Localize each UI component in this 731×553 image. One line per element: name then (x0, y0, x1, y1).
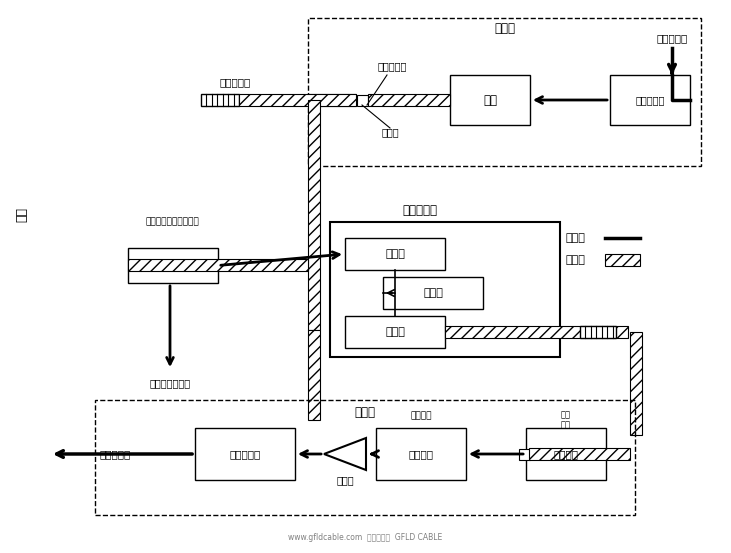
Text: 光检
测器: 光检 测器 (561, 410, 571, 430)
Text: 电再生: 电再生 (423, 288, 443, 298)
Text: 光信号: 光信号 (565, 255, 585, 265)
Bar (518, 448, 529, 460)
Bar (526, 428, 606, 480)
Text: 光检测器: 光检测器 (410, 411, 432, 420)
Text: 光纤连接盒: 光纤连接盒 (219, 77, 251, 87)
Text: 光检测: 光检测 (385, 249, 405, 259)
Bar (330, 222, 560, 357)
Text: 再生中继器: 再生中继器 (403, 204, 437, 217)
Text: 电信号: 电信号 (565, 233, 585, 243)
Bar (529, 448, 630, 460)
Bar (95, 400, 635, 515)
Text: 收端机: 收端机 (355, 405, 376, 419)
Polygon shape (324, 438, 366, 470)
Bar (128, 248, 218, 283)
Bar (630, 332, 642, 435)
Text: 障碍物检测备份: 障碍物检测备份 (149, 378, 191, 388)
Text: 放大器: 放大器 (336, 475, 354, 485)
Text: 光耦合器: 光耦合器 (409, 449, 433, 459)
Bar (580, 326, 616, 338)
Text: 光源: 光源 (483, 93, 497, 107)
Bar (308, 94, 356, 106)
Bar (383, 277, 483, 309)
Bar (128, 259, 308, 271)
Bar (445, 326, 628, 338)
Text: www.gfldcable.com  光缆制造商  GFLD CABLE: www.gfldcable.com 光缆制造商 GFLD CABLE (288, 534, 443, 542)
Text: 电信号输出: 电信号输出 (99, 449, 131, 459)
Bar (605, 254, 640, 266)
Text: 耗合器: 耗合器 (381, 127, 399, 137)
Bar (376, 428, 466, 480)
Text: 发端机: 发端机 (494, 23, 515, 35)
Text: 光纤连接器: 光纤连接器 (377, 61, 406, 71)
Bar (201, 94, 239, 106)
Bar (239, 94, 356, 106)
Bar (195, 428, 295, 480)
Text: 光缆: 光缆 (15, 207, 29, 222)
Bar (368, 94, 450, 106)
Bar (345, 316, 445, 348)
Bar (308, 100, 320, 330)
Bar (450, 75, 530, 125)
Text: 光放大器: 光放大器 (553, 449, 578, 459)
Bar (308, 18, 701, 166)
Bar (610, 75, 690, 125)
Bar (345, 238, 445, 270)
Text: 光纤耦合分路器合波器: 光纤耦合分路器合波器 (145, 217, 199, 227)
Text: 光发送: 光发送 (385, 327, 405, 337)
Text: 电信号输入: 电信号输入 (656, 33, 688, 43)
Text: 信号处理器: 信号处理器 (230, 449, 261, 459)
Bar (357, 95, 368, 106)
Text: 电局驱动器: 电局驱动器 (635, 95, 664, 105)
Bar (308, 330, 320, 420)
